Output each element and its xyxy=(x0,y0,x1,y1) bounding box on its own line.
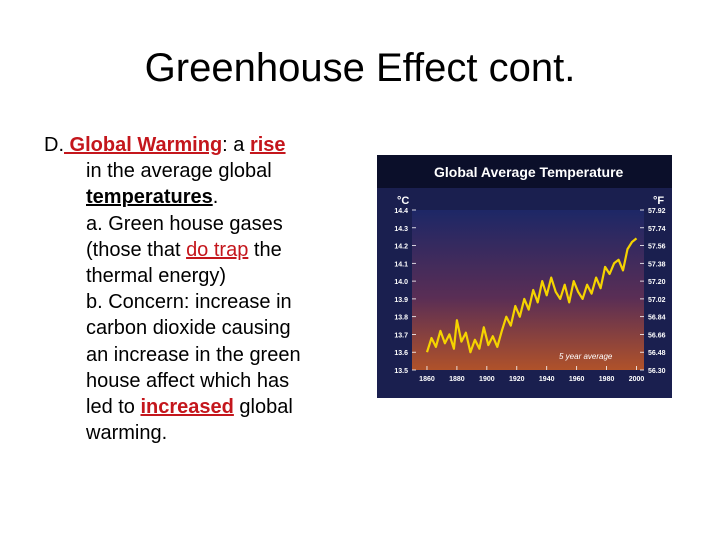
x-tick-label: 1920 xyxy=(509,376,525,383)
y-tick-label-celsius: 14.3 xyxy=(394,226,408,233)
point-b-line-2: carbon dioxide causing xyxy=(86,317,291,340)
y-tick-label-fahrenheit: 57.38 xyxy=(648,261,666,268)
y-tick-label-fahrenheit: 57.74 xyxy=(648,226,666,233)
y-tick-label-fahrenheit: 56.48 xyxy=(648,350,666,357)
x-tick-label: 1980 xyxy=(599,376,615,383)
term-temperatures: temperatures xyxy=(86,186,213,209)
y-tick-label-fahrenheit: 57.56 xyxy=(648,244,666,251)
point-d-label: D. xyxy=(44,134,64,156)
y-tick-label-celsius: 14.2 xyxy=(394,244,408,251)
text: (those that xyxy=(86,238,187,261)
point-b-line-3: an increase in the green xyxy=(86,343,301,366)
point-d-line-2: in the average global xyxy=(86,160,272,183)
x-tick-label: 2000 xyxy=(629,376,645,383)
slide-title: Greenhouse Effect cont. xyxy=(144,46,576,90)
term-global-warming: Global Warming xyxy=(64,134,223,156)
chart-title-bar xyxy=(377,155,672,188)
y-tick-label-celsius: 13.5 xyxy=(394,368,408,375)
y-tick-label-fahrenheit: 56.30 xyxy=(648,368,666,375)
left-unit-label: °C xyxy=(397,195,409,207)
point-d-line-1: D. Global Warming: a rise xyxy=(44,132,374,158)
temperature-chart-svg: Global Average Temperature °C °F 14.4 57.… xyxy=(377,155,672,398)
y-tick-label-celsius: 14.1 xyxy=(394,261,408,268)
point-b-line-4: house affect which has xyxy=(86,369,290,392)
point-b-line-6: warming. xyxy=(86,422,168,445)
chart-title: Global Average Temperature xyxy=(434,164,624,180)
y-tick-label-celsius: 13.9 xyxy=(394,297,408,304)
five-year-average-label: 5 year average xyxy=(559,352,613,361)
body-text: D. Global Warming: a rise in the average… xyxy=(44,132,374,446)
y-tick-label-celsius: 14.0 xyxy=(394,279,408,286)
text: . xyxy=(212,186,219,209)
point-a-line-1: a. Green house gases xyxy=(86,212,283,235)
y-tick-label-fahrenheit: 57.20 xyxy=(648,279,666,286)
text: : a xyxy=(222,134,250,156)
point-b-line-5: led to increased global xyxy=(44,394,374,420)
x-tick-label: 1900 xyxy=(479,376,495,383)
x-tick-label: 1940 xyxy=(539,376,555,383)
x-tick-label: 1860 xyxy=(419,376,435,383)
text: led to xyxy=(86,395,141,418)
y-tick-label-celsius: 13.8 xyxy=(394,315,408,322)
term-increased: increased xyxy=(140,395,234,418)
temperature-series-line xyxy=(425,237,638,354)
y-tick-label-celsius: 14.4 xyxy=(394,208,408,215)
x-tick-label: 1880 xyxy=(449,376,465,383)
y-tick-label-fahrenheit: 57.92 xyxy=(648,208,666,215)
point-a-line-3: thermal energy) xyxy=(86,264,227,287)
text: global xyxy=(233,395,293,418)
point-a-line-2: (those that do trap the xyxy=(44,237,374,263)
temperature-chart: Global Average Temperature °C °F 14.4 57.… xyxy=(377,155,672,398)
y-tick-label-celsius: 13.6 xyxy=(394,350,408,357)
term-do-trap: do trap xyxy=(186,238,249,261)
right-unit-label: °F xyxy=(653,195,664,207)
point-d-line-3: temperatures. xyxy=(44,184,374,210)
y-tick-label-celsius: 13.7 xyxy=(394,332,408,339)
x-tick-label: 1960 xyxy=(569,376,585,383)
text: the xyxy=(248,238,282,261)
plot-area xyxy=(412,210,644,370)
y-tick-label-fahrenheit: 57.02 xyxy=(648,297,666,304)
y-tick-label-fahrenheit: 56.84 xyxy=(648,315,666,322)
point-b-line-1: b. Concern: increase in xyxy=(86,291,292,314)
term-rise: rise xyxy=(249,134,286,156)
y-tick-label-fahrenheit: 56.66 xyxy=(648,332,666,339)
